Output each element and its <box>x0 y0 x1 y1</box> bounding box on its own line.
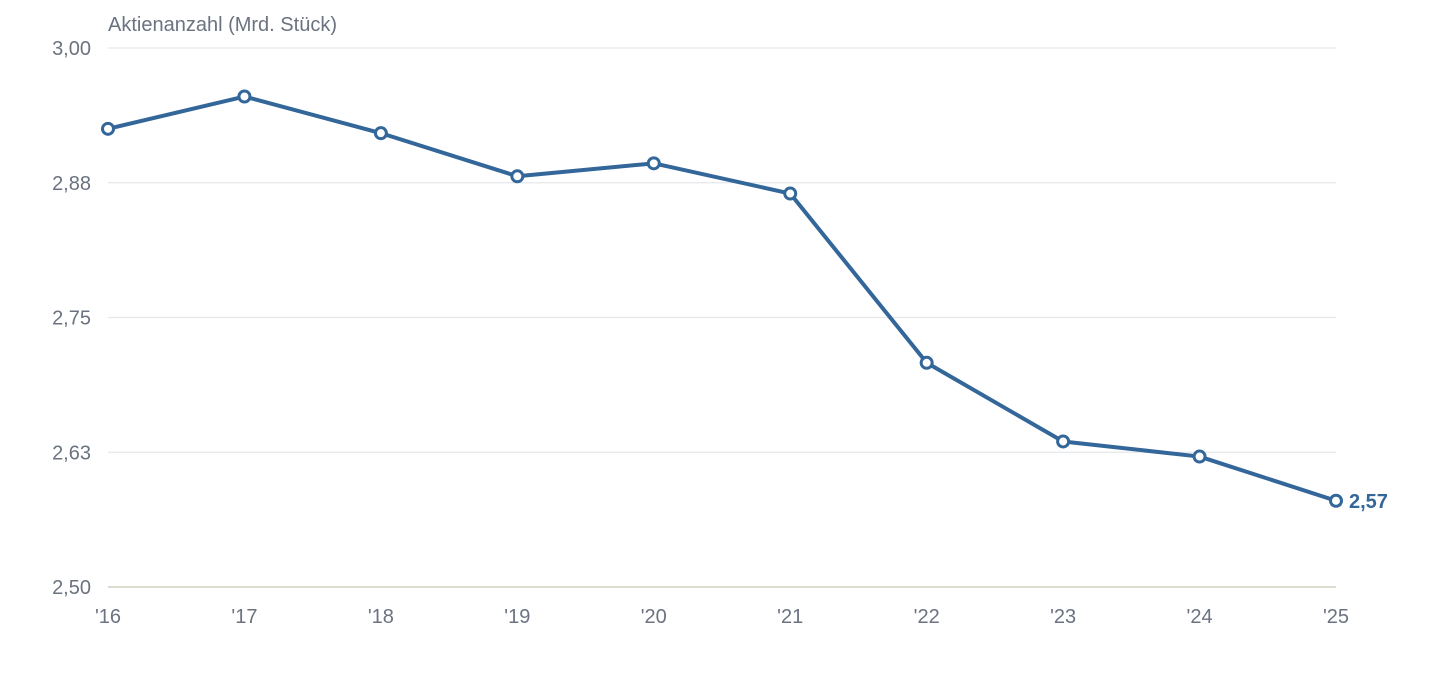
data-point <box>510 169 525 184</box>
x-tick-label: '22 <box>914 606 940 628</box>
x-tick-label: '17 <box>231 606 257 628</box>
x-tick-label: '18 <box>368 606 394 628</box>
y-tick-label: 2,88 <box>52 173 91 195</box>
x-tick-label: '25 <box>1323 606 1349 628</box>
x-tick-label: '23 <box>1050 606 1076 628</box>
grid-layer <box>108 47 1336 588</box>
data-point <box>783 186 798 201</box>
x-tick-label: '19 <box>504 606 530 628</box>
y-axis-ticks: 2,50 2,63 2,75 2,88 3,00 <box>52 38 91 599</box>
x-axis-ticks: '16 '17 '18 '19 '20 '21 '22 '23 '24 '25 <box>95 606 1349 628</box>
y-tick-label: 2,75 <box>52 308 91 330</box>
data-point <box>646 156 661 171</box>
x-tick-label: '21 <box>777 606 803 628</box>
data-point <box>101 121 115 136</box>
data-point <box>373 126 388 141</box>
data-point <box>1192 449 1207 464</box>
series-line <box>106 94 1338 503</box>
last-value-label: 2,57 <box>1349 491 1388 513</box>
x-tick-label: '16 <box>95 606 121 628</box>
y-tick-label: 2,50 <box>52 577 91 599</box>
data-point <box>1329 493 1343 508</box>
x-tick-label: '24 <box>1187 606 1213 628</box>
series-points <box>101 89 1343 508</box>
data-point <box>237 89 252 104</box>
data-point <box>919 355 934 370</box>
y-tick-label: 3,00 <box>52 38 91 60</box>
x-tick-label: '20 <box>641 606 667 628</box>
data-point <box>1056 434 1071 449</box>
y-tick-label: 2,63 <box>52 442 91 464</box>
y-axis-title: Aktienanzahl (Mrd. Stück) <box>108 14 337 36</box>
